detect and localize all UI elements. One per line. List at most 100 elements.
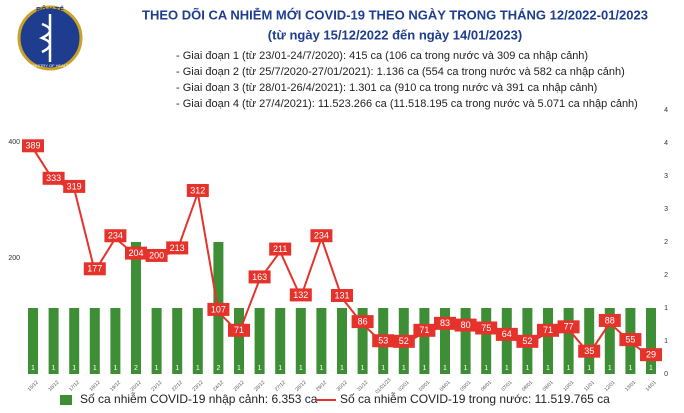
value-label-box — [557, 320, 580, 334]
bar-label: 1 — [608, 365, 612, 372]
bar-label: 1 — [567, 365, 571, 372]
bar-label: 1 — [52, 365, 56, 372]
value-label-box — [598, 313, 621, 327]
chart-subtitle: (từ ngày 15/12/2022 đến ngày 14/01/2023) — [268, 27, 522, 42]
value-label: 234 — [108, 231, 123, 241]
bar-label: 1 — [278, 365, 282, 372]
value-label-box — [372, 334, 395, 348]
value-label-box — [42, 171, 65, 185]
y2-tick-label: 4 — [664, 107, 668, 114]
value-label: 234 — [314, 231, 329, 241]
value-label: 86 — [358, 316, 368, 326]
value-label: 75 — [481, 323, 491, 333]
bar-label: 2 — [216, 365, 220, 372]
y-tick-label: 400 — [8, 139, 20, 146]
bar-label: 1 — [299, 365, 303, 372]
value-label: 213 — [170, 243, 185, 253]
y2-tick-label: 0 — [664, 371, 668, 378]
bar-label: 1 — [505, 365, 509, 372]
bar — [172, 308, 183, 374]
y2-tick-label: 1 — [664, 338, 668, 345]
value-label: 55 — [625, 334, 635, 344]
value-label: 200 — [149, 250, 164, 260]
legend-swatch — [60, 395, 72, 405]
bar-label: 1 — [402, 365, 406, 372]
value-label-box — [495, 327, 518, 341]
bar — [543, 308, 553, 374]
bar-label: 1 — [155, 365, 159, 372]
value-label-box — [516, 334, 539, 348]
value-label: 52 — [522, 336, 532, 346]
bar — [110, 308, 121, 374]
y2-tick-label: 3 — [664, 173, 668, 180]
bar — [646, 308, 656, 374]
value-label-box — [83, 262, 106, 276]
bar — [69, 308, 80, 374]
bar-label: 1 — [340, 365, 344, 372]
value-label: 77 — [564, 322, 574, 332]
value-label-box — [537, 323, 559, 337]
y2-tick-label: 2 — [664, 239, 668, 246]
bar — [357, 308, 368, 374]
value-label: 64 — [502, 329, 512, 339]
value-label: 107 — [211, 304, 226, 314]
legend-label: Số ca nhiễm COVID-19 nhập cảnh: 6.353 ca — [80, 391, 318, 406]
value-label-box — [145, 248, 168, 262]
value-label: 163 — [252, 272, 267, 282]
bar — [151, 308, 162, 374]
bar-label: 1 — [258, 365, 262, 372]
bar-label: 1 — [72, 365, 76, 372]
value-label-box — [22, 139, 44, 153]
value-label: 131 — [334, 290, 349, 300]
bar-label: 2 — [134, 365, 138, 372]
annotation: - Giai đoạn 3 (từ 28/01-26/4/2021): 1.30… — [176, 82, 597, 94]
bar-label: 1 — [546, 365, 550, 372]
value-label-box — [640, 348, 662, 362]
bar — [28, 308, 38, 374]
bar-label: 1 — [443, 365, 447, 372]
bar — [48, 308, 59, 374]
value-label-box — [619, 333, 642, 347]
legend-label: Số ca nhiễm COVID-19 trong nước: 11.519.… — [340, 391, 610, 406]
bar — [295, 308, 306, 374]
bar — [275, 308, 286, 374]
bar — [563, 308, 574, 374]
value-label: 35 — [584, 346, 594, 356]
value-label: 177 — [87, 264, 102, 274]
bar-label: 1 — [113, 365, 117, 372]
bar — [254, 308, 265, 374]
bar — [481, 308, 492, 374]
value-label: 312 — [190, 185, 205, 195]
annotation: - Giai đoạn 2 (từ 25/7/2020-27/01/2021):… — [176, 66, 625, 78]
value-label-box — [413, 323, 436, 337]
value-label-box — [166, 241, 189, 255]
value-label-box — [248, 270, 271, 284]
value-label-box — [228, 323, 250, 337]
value-label-box — [454, 318, 477, 332]
bar-label: 1 — [361, 365, 365, 372]
y2-tick-label: 2 — [664, 272, 668, 279]
logo-subtext: MINISTRY OF HEALTH — [29, 63, 71, 68]
value-label: 53 — [378, 336, 388, 346]
bar — [440, 308, 450, 374]
bar-label: 1 — [93, 365, 97, 372]
bar-label: 1 — [422, 365, 426, 372]
value-label-box — [310, 229, 333, 243]
bar — [131, 242, 141, 374]
value-label: 52 — [399, 336, 409, 346]
bar-label: 1 — [628, 365, 632, 372]
annotation: - Giai đoạn 4 (từ 27/4/2021): 11.523.266… — [176, 98, 638, 110]
logo-icon — [38, 14, 52, 62]
annotation: - Giai đoạn 1 (từ 23/01-24/7/2020): 415 … — [176, 50, 588, 62]
value-label-box — [475, 321, 498, 335]
value-label-box — [392, 334, 415, 348]
bar — [604, 308, 615, 374]
value-label-box — [63, 179, 86, 193]
bar-label: 1 — [31, 365, 35, 372]
bar-label: 1 — [175, 365, 179, 372]
value-label: 204 — [128, 248, 143, 258]
bar — [89, 308, 100, 374]
logo-text: BỘ Y TẾ — [36, 4, 64, 14]
bar — [337, 308, 347, 374]
